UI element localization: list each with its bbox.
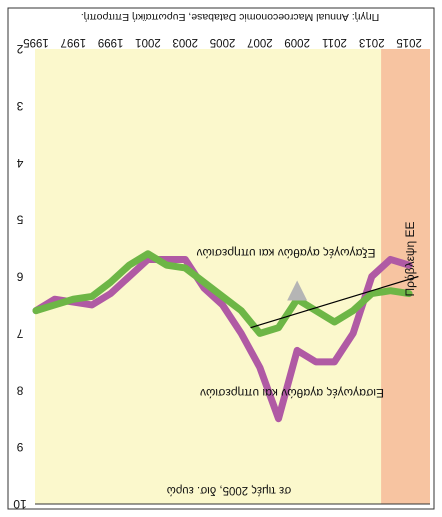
x-tick-label: 2003 [172,36,198,48]
x-tick-label: 1995 [23,36,49,48]
y-tick-label: 6 [16,270,23,284]
x-tick-label: 2011 [322,36,347,48]
plot-background [35,49,430,504]
x-tick-label: 2013 [359,36,385,48]
series-imports-line [32,255,413,423]
x-tick-label: 2009 [284,36,310,48]
unit-label: σε τιμές 2005, δισ. ευρώ [167,484,291,496]
series-exports-line [32,250,413,337]
x-tick-label: 2001 [135,36,161,48]
x-tick-labels: 1995 1997 1999 2001 2003 2005 2007 2009 2011 2013… [23,36,422,48]
source-note: Πηγή: Annual Macroeconomic Database, Ευρ… [81,11,379,23]
y-tick-label: 5 [16,213,23,227]
y-tick-label: 9 [16,440,23,454]
annotation-marker-triangle [287,280,308,301]
y-tick-label: 7 [16,326,23,340]
y-tick-label: 10 [13,497,27,511]
y-tick-labels: 2 3 4 5 6 7 8 9 10 [13,42,27,511]
forecast-label: Πρόβλεψη ΕΕ [403,222,417,297]
y-tick-label: 8 [16,383,23,397]
series-imports-label: Εισαγωγές αγαθών και υπηρεσιών [200,386,384,400]
x-tick-label: 1999 [98,36,124,48]
trend-line [250,275,419,329]
x-tick-label: 2015 [396,36,422,48]
x-tick-label: 1997 [61,36,87,48]
x-tick-label: 2007 [247,36,273,48]
series-exports-label: Εξαγωγές αγαθών και υπηρεσιών [196,246,375,260]
x-tick-label: 2005 [210,36,236,48]
y-tick-label: 4 [16,156,23,170]
y-tick-label: 2 [16,42,23,56]
rotated-chart: 2 3 4 5 6 7 8 9 10 1995 1997 1999 2001 2003 2005 2007 2… [7,7,435,511]
forecast-band [381,49,430,504]
y-tick-label: 3 [16,99,23,113]
